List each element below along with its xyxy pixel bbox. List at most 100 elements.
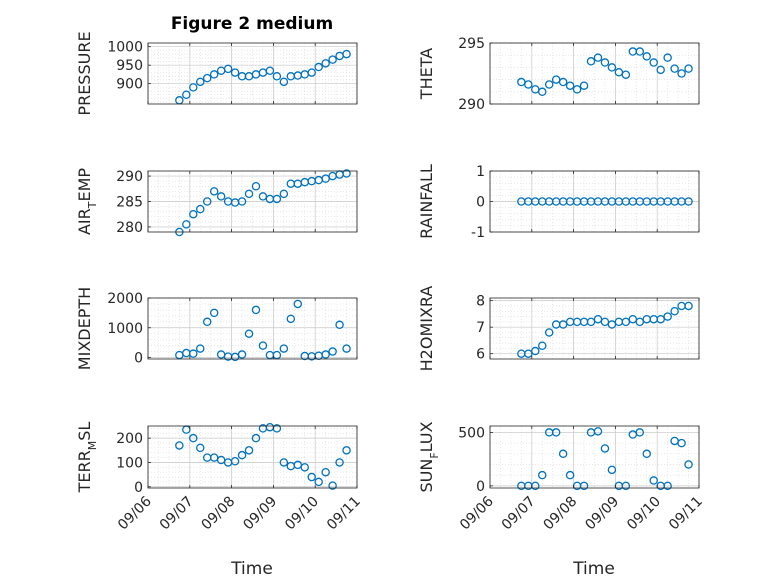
data-point	[607, 465, 617, 475]
x-tick-label: 09/10	[282, 494, 322, 534]
data-point	[182, 90, 191, 100]
data-point	[272, 194, 282, 204]
data-point	[314, 62, 323, 72]
x-tick-label: 09/11	[324, 494, 364, 534]
data-point	[244, 329, 254, 338]
data-point	[342, 49, 351, 59]
data-point	[663, 481, 672, 491]
data-series	[517, 197, 693, 206]
data-series	[175, 169, 351, 237]
data-point	[677, 438, 686, 448]
data-point	[265, 66, 275, 75]
data-point	[209, 308, 219, 318]
data-point	[670, 64, 679, 73]
axes-box	[147, 425, 358, 489]
data-point	[189, 349, 198, 358]
subplot-terr-msl: 09/06 09/07 09/08 09/09 09/10 09/11 0 100 200 TER…	[75, 422, 364, 534]
data-point	[649, 476, 658, 485]
data-point	[621, 481, 631, 491]
data-point	[328, 481, 337, 490]
data-point	[321, 350, 330, 359]
data-point	[600, 58, 610, 67]
data-point	[195, 443, 205, 453]
y-tick-label: 8	[476, 294, 485, 310]
x-tick-label: 09/06	[457, 493, 497, 533]
data-point	[642, 52, 652, 61]
data-point	[544, 80, 554, 89]
data-point	[182, 220, 191, 229]
data-point	[524, 349, 533, 358]
subplot-pressure: 900 950 1000 PRESSURE	[75, 31, 358, 116]
data-point	[544, 328, 554, 337]
data-point	[607, 63, 617, 72]
axes-box	[489, 42, 700, 105]
data-point	[189, 433, 198, 443]
data-point	[551, 428, 561, 437]
axes-box	[147, 297, 358, 360]
data-point	[202, 73, 212, 83]
subplot-sun-flux: 09/06 09/07 09/08 09/09 09/10 09/11 0 500 SUNFLU…	[417, 421, 706, 533]
data-point	[251, 433, 261, 443]
data-point	[293, 299, 303, 309]
data-point	[237, 350, 247, 359]
data-point	[209, 187, 219, 196]
data-point	[237, 450, 247, 460]
data-point	[565, 81, 575, 90]
x-tick-label: 09/07	[157, 494, 197, 534]
axes-box	[147, 42, 358, 105]
y-tick-label: 0	[134, 480, 143, 496]
data-point	[342, 446, 351, 455]
y-axis-label: PRESSURE	[75, 31, 94, 115]
data-point	[286, 314, 296, 324]
data-point	[307, 68, 316, 77]
y-axis-label: THETA	[417, 48, 436, 100]
data-point	[216, 192, 226, 201]
data-point	[209, 70, 219, 79]
data-point	[579, 81, 589, 90]
y-axis-label: SUNFLUX	[417, 421, 441, 492]
y-tick-label: 0	[476, 195, 485, 211]
data-point	[635, 47, 645, 56]
data-point	[230, 457, 240, 466]
data-point	[558, 320, 568, 329]
data-point	[635, 428, 645, 437]
data-point	[251, 181, 261, 191]
y-tick-label: 1000	[107, 321, 143, 337]
y-tick-label: 950	[116, 58, 143, 74]
data-point	[677, 69, 686, 78]
data-point	[607, 320, 617, 329]
data-point	[565, 470, 575, 480]
data-point	[684, 64, 693, 73]
data-point	[342, 344, 351, 353]
x-tick-label: 09/10	[624, 494, 664, 534]
data-point	[635, 317, 645, 327]
data-point	[321, 467, 330, 477]
data-point	[189, 83, 198, 92]
data-point	[195, 344, 205, 353]
data-point	[279, 189, 289, 199]
data-point	[670, 307, 679, 316]
data-point	[579, 481, 589, 491]
data-point	[538, 470, 547, 480]
data-point	[558, 77, 568, 87]
y-tick-label: 100	[116, 455, 143, 471]
figure-title: Figure 2 medium	[171, 14, 333, 34]
data-point	[202, 317, 212, 327]
data-series	[517, 47, 693, 97]
data-point	[538, 87, 547, 97]
data-point	[175, 441, 184, 450]
data-point	[223, 64, 233, 74]
data-point	[321, 59, 330, 68]
data-point	[335, 320, 344, 330]
data-point	[531, 346, 540, 356]
data-point	[244, 446, 254, 455]
x-tick-label: 09/08	[541, 494, 581, 534]
minor-grid	[147, 297, 358, 359]
data-point	[279, 344, 289, 353]
data-point	[621, 317, 631, 327]
data-point	[251, 305, 261, 315]
data-point	[642, 449, 652, 459]
data-point	[663, 53, 672, 62]
y-tick-label: 7	[476, 320, 485, 336]
